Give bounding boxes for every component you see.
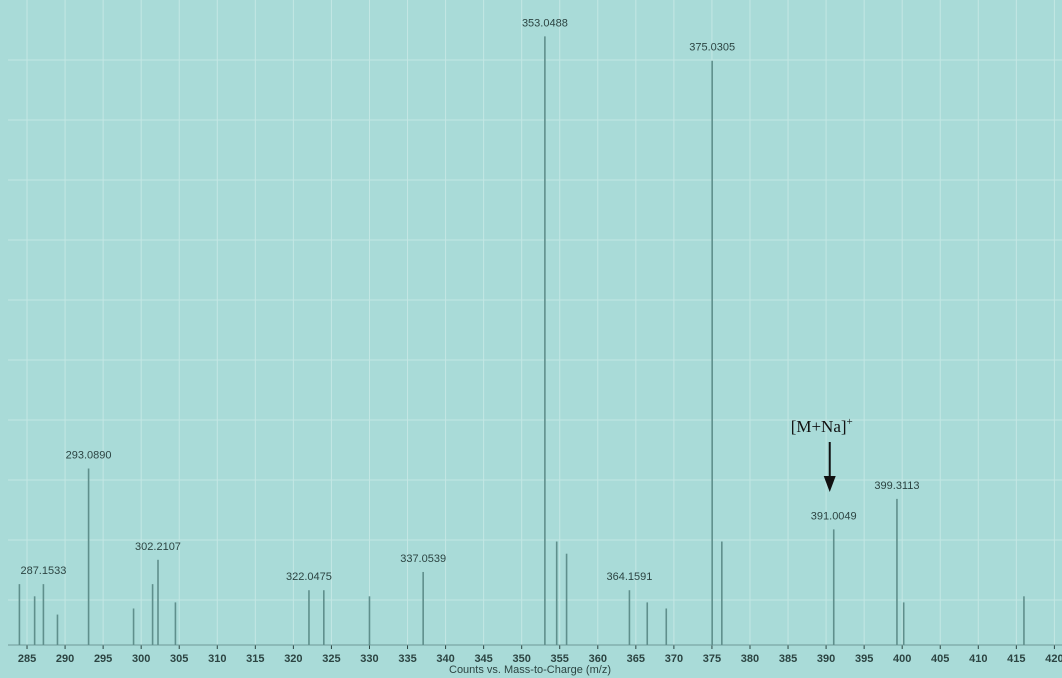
peak-label: 391.0049 <box>811 510 857 522</box>
x-tick-label: 395 <box>855 653 873 665</box>
x-tick-label: 310 <box>208 653 226 665</box>
x-tick-label: 345 <box>474 653 492 665</box>
peak-label: 302.2107 <box>135 541 181 553</box>
peak-label: 337.0539 <box>400 553 446 565</box>
x-tick-label: 375 <box>703 653 721 665</box>
peak-label: 399.3113 <box>874 480 919 492</box>
x-tick-label: 305 <box>170 653 188 665</box>
x-tick-label: 330 <box>360 653 378 665</box>
x-tick-label: 290 <box>56 653 74 665</box>
annotation-superscript: + <box>847 416 853 428</box>
x-tick-label: 370 <box>665 653 683 665</box>
peak-label: 322.0475 <box>286 571 332 583</box>
x-tick-label: 335 <box>398 653 416 665</box>
x-tick-label: 350 <box>513 653 531 665</box>
peak-label: 293.0890 <box>66 449 112 461</box>
annotation: [M+Na]+ <box>791 416 853 436</box>
x-tick-label: 410 <box>969 653 987 665</box>
x-tick-label: 315 <box>246 653 264 665</box>
peak-label: 375.0305 <box>689 42 735 54</box>
x-tick-label: 340 <box>436 653 454 665</box>
x-tick-label: 390 <box>817 653 835 665</box>
x-tick-label: 360 <box>589 653 607 665</box>
annotation-text: [M+Na] <box>791 417 847 436</box>
x-tick-label: 400 <box>893 653 911 665</box>
annotation-arrowhead <box>823 476 836 492</box>
x-tick-label: 380 <box>741 653 759 665</box>
x-tick-label: 295 <box>94 653 112 665</box>
x-tick-label: 415 <box>1007 653 1025 665</box>
x-tick-label: 320 <box>284 653 302 665</box>
x-tick-label: 385 <box>779 653 797 665</box>
x-tick-label: 405 <box>931 653 949 665</box>
x-tick-label: 285 <box>18 653 36 665</box>
peak-label: 353.0488 <box>522 17 568 29</box>
x-tick-label: 300 <box>132 653 150 665</box>
peak-label: 287.1533 <box>20 565 66 577</box>
horizontal-grid <box>8 59 1062 601</box>
x-tick-label: 355 <box>551 653 569 665</box>
x-tick-label: 365 <box>627 653 645 665</box>
x-axis-title: Counts vs. Mass-to-Charge (m/z) <box>449 664 611 676</box>
x-tick-label: 325 <box>322 653 340 665</box>
peak-label: 364.1591 <box>606 571 652 583</box>
x-tick-label: 420 <box>1045 653 1062 665</box>
